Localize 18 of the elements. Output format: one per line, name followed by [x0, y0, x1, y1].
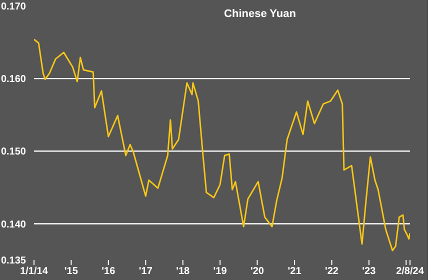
x-tick-label: '21 — [288, 266, 302, 278]
x-tick-label: '15 — [64, 266, 78, 278]
y-tick-label: 0.140 — [0, 219, 26, 230]
x-tick-label: 2/8/24 — [396, 266, 424, 278]
x-tick-label: '20 — [250, 266, 264, 278]
x-tick-label: '17 — [138, 266, 153, 278]
y-tick-label: 0.160 — [0, 74, 26, 86]
y-tick-label: 0.170 — [0, 2, 26, 13]
line-series — [34, 38, 410, 252]
x-tick-label: '22 — [324, 266, 339, 278]
x-tick-label: 1/1/14 — [20, 266, 48, 278]
y-tick-label: 0.135 — [0, 256, 26, 267]
x-tick-label: '18 — [176, 266, 190, 278]
y-tick-label: 0.150 — [0, 146, 26, 158]
x-tick-label: '16 — [102, 266, 116, 278]
chart-title: Chinese Yuan — [224, 8, 296, 20]
x-tick-label: '23 — [362, 266, 376, 278]
x-tick-label: '19 — [213, 266, 228, 278]
